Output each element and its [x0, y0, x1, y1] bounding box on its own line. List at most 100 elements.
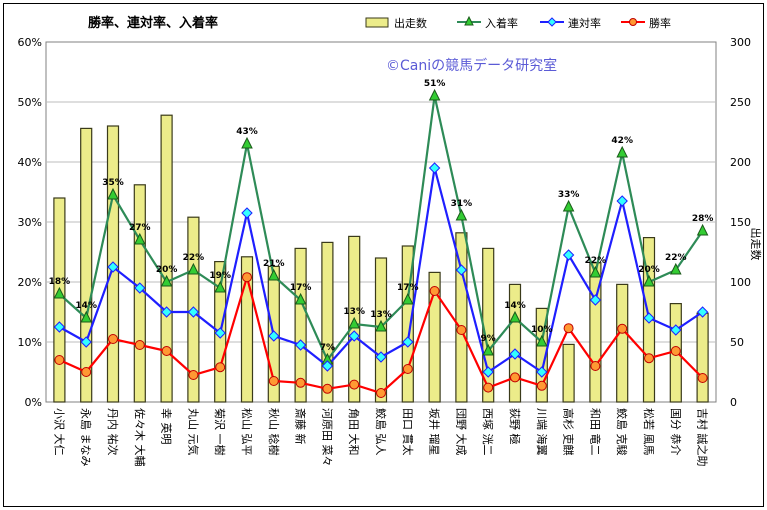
point	[428, 88, 441, 101]
point	[696, 306, 709, 318]
point	[617, 323, 628, 334]
category-label: 角田 大和	[347, 408, 361, 456]
y-left-tick-label: 10%	[18, 336, 42, 349]
markers	[53, 88, 709, 398]
data-label: 51%	[424, 79, 446, 89]
point	[509, 310, 521, 323]
point	[644, 353, 654, 364]
data-label: 22%	[585, 256, 607, 266]
point	[187, 262, 200, 275]
point	[349, 379, 360, 390]
point	[107, 187, 119, 200]
point	[53, 321, 66, 333]
y-right-tick-label: 50	[730, 336, 744, 349]
data-label: 27%	[129, 223, 151, 233]
point	[294, 339, 307, 351]
chart-title: 勝率、連対率、入着率	[88, 15, 218, 31]
data-labels: 18% 14% 35% 27% 20% 22% 19% 43% 21% 17% 7% 13% 13% 17…	[49, 79, 714, 353]
y-right-tick-label: 100	[730, 276, 751, 289]
point	[268, 376, 279, 386]
chart: 勝率、連対率、入着率 出走数 入着率 連対率 勝率 18% 14% 35% 27% 20% 22…	[18, 15, 763, 467]
y-right-tick-label: 150	[730, 216, 751, 229]
category-label: 丸山 元気	[186, 408, 200, 456]
data-label: 21%	[263, 259, 285, 269]
category-label: 斎藤 新	[294, 408, 308, 445]
point	[241, 207, 253, 219]
data-label: 28%	[692, 214, 714, 224]
category-label: 鮫島 克駿	[615, 408, 629, 456]
point	[428, 162, 441, 174]
category-label: 荻野 極	[508, 408, 522, 445]
category-label: 鮫島 弘人	[374, 408, 388, 456]
bar	[240, 256, 254, 403]
point	[643, 312, 655, 324]
data-label: 22%	[183, 253, 205, 263]
point	[161, 346, 172, 356]
point	[322, 383, 333, 394]
legend-swatch	[365, 17, 389, 28]
y-left-tick-label: 0%	[25, 396, 42, 409]
point	[80, 310, 93, 323]
category-label: 佐々木 大輔	[133, 408, 147, 467]
point	[616, 145, 629, 158]
point	[242, 272, 252, 283]
point	[160, 306, 173, 318]
legend-marker	[547, 17, 557, 27]
bar	[616, 283, 629, 403]
bar	[455, 232, 468, 403]
point	[482, 343, 495, 356]
data-label: 35%	[102, 178, 124, 188]
y-left-tick-label: 20%	[18, 276, 42, 289]
point	[108, 334, 118, 344]
legend-label: 勝率	[649, 16, 671, 30]
point	[643, 274, 655, 287]
point	[133, 232, 146, 245]
point	[401, 292, 414, 305]
category-label: 吉村 誠之助	[696, 408, 710, 467]
point	[510, 372, 520, 383]
x-axis-categories: 小沢 大仁 永島 まなみ 丹内 祐次 佐々木 大輔幸 英明 丸山 元気 菊沢 一樹 松山 弘…	[52, 408, 709, 467]
point	[80, 336, 92, 348]
data-label: 7%	[320, 343, 335, 353]
bar	[80, 127, 93, 403]
bar	[321, 241, 334, 403]
point	[348, 316, 361, 329]
point	[402, 364, 413, 374]
point	[214, 280, 227, 293]
point	[590, 361, 601, 371]
data-label: 13%	[370, 310, 392, 320]
y-left-tick-label: 50%	[18, 96, 42, 109]
legend-label: 連対率	[568, 16, 601, 30]
point	[134, 340, 145, 350]
point	[241, 136, 253, 149]
point	[376, 388, 386, 398]
point	[214, 327, 226, 339]
category-label: 秋山 稔樹	[267, 408, 281, 456]
bar	[428, 271, 441, 403]
point	[670, 324, 682, 336]
legend: 出走数 入着率 連対率 勝率	[365, 15, 671, 30]
data-label: 19%	[209, 271, 231, 281]
data-label: 14%	[75, 301, 97, 311]
y-left-tick-label: 60%	[18, 36, 42, 49]
category-label: 国分 恭介	[669, 408, 682, 456]
category-label: 菊沢 一樹	[213, 408, 227, 456]
category-label: 幸 英明	[160, 408, 174, 445]
category-label: 河原田 菜々	[320, 408, 333, 467]
legend-label: 入着率	[485, 16, 518, 30]
y-axis-left: 0% 10% 20% 30% 40% 50% 60%	[18, 36, 42, 409]
point	[53, 286, 66, 299]
y-left-tick-label: 40%	[18, 156, 42, 169]
point	[267, 268, 280, 281]
legend-label: 出走数	[394, 16, 427, 30]
data-label: 17%	[290, 283, 312, 293]
y-right-tick-label: 200	[730, 156, 751, 169]
point	[215, 362, 226, 373]
point	[81, 367, 92, 377]
bar	[562, 343, 575, 403]
bar	[589, 262, 602, 403]
point	[402, 336, 414, 348]
data-label: 18%	[49, 277, 71, 287]
point	[188, 370, 199, 380]
category-label: 松若 風馬	[642, 408, 656, 456]
